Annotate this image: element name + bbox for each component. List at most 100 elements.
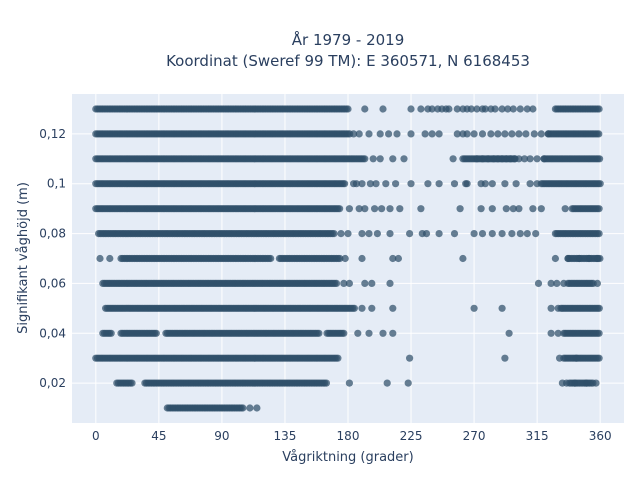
data-point (449, 155, 457, 163)
x-tick-label: 135 (274, 429, 297, 443)
data-point (595, 205, 603, 213)
data-point (394, 254, 402, 263)
x-tick-label: 315 (526, 429, 549, 443)
data-point (404, 379, 412, 387)
data-point (368, 304, 376, 312)
data-point (473, 105, 481, 113)
data-point (595, 130, 603, 138)
data-point (551, 254, 560, 263)
data-point (595, 304, 603, 312)
data-point (547, 279, 555, 287)
data-point (515, 205, 523, 213)
data-point (372, 180, 380, 188)
data-point (379, 105, 387, 113)
y-tick-label: 0,06 (39, 276, 66, 290)
chart-title-line-1: År 1979 - 2019 (292, 30, 405, 49)
data-point (422, 230, 431, 238)
data-point (396, 205, 404, 213)
data-point (488, 180, 496, 188)
y-tick-labels: 0,02 0,04 0,06 0,08 0,1 0,12 (39, 127, 66, 390)
data-point (386, 205, 394, 213)
data-point (400, 155, 408, 163)
data-point (488, 205, 496, 213)
data-point (488, 230, 496, 238)
data-point (596, 254, 604, 263)
data-point (417, 105, 425, 113)
data-point (501, 180, 509, 188)
data-point (516, 230, 524, 238)
data-point (450, 180, 459, 188)
data-point (246, 404, 254, 412)
data-point (393, 130, 401, 138)
x-tick-label: 225 (400, 429, 423, 443)
data-point (470, 230, 478, 238)
data-point (378, 205, 386, 213)
data-point (365, 329, 373, 337)
data-point (533, 155, 541, 163)
data-point (355, 205, 363, 213)
data-point (520, 155, 529, 163)
data-point (340, 279, 348, 287)
data-point (491, 105, 499, 113)
data-point (358, 254, 366, 263)
data-point (509, 205, 517, 213)
data-point (385, 130, 393, 138)
data-point (376, 155, 384, 163)
data-point (487, 130, 495, 138)
data-point (345, 279, 353, 287)
data-point (253, 404, 261, 412)
data-point (494, 130, 502, 138)
data-point (361, 105, 369, 113)
data-point (526, 180, 534, 188)
data-point (152, 329, 160, 337)
data-point (406, 230, 414, 238)
data-point (358, 180, 366, 188)
data-point (477, 205, 485, 213)
data-point (509, 105, 517, 113)
data-point (547, 329, 555, 337)
data-point (128, 379, 136, 387)
data-point (526, 155, 534, 163)
data-point (344, 230, 352, 238)
data-point (593, 279, 602, 287)
data-point (365, 230, 373, 238)
data-point (478, 230, 487, 238)
y-tick-label: 0,02 (39, 376, 66, 390)
x-tick-label: 270 (463, 429, 486, 443)
data-point (450, 230, 459, 238)
data-point (369, 155, 377, 163)
data-point (96, 254, 104, 263)
data-point (383, 379, 391, 387)
data-point (522, 130, 530, 138)
data-point (428, 130, 436, 138)
data-point (556, 354, 564, 362)
data-point (386, 230, 394, 238)
data-point (481, 105, 489, 113)
data-point (530, 130, 538, 138)
data-point (424, 180, 432, 188)
data-point (368, 279, 376, 287)
data-point (445, 105, 453, 113)
data-point (350, 130, 358, 138)
data-point (537, 130, 545, 138)
data-point (340, 329, 348, 337)
data-point (572, 354, 581, 362)
data-point (345, 205, 353, 213)
data-point (435, 130, 443, 138)
data-point (512, 180, 520, 188)
data-point (428, 105, 436, 113)
data-point (561, 205, 569, 213)
data-point (553, 279, 561, 287)
data-point (435, 230, 443, 238)
data-point (341, 180, 349, 188)
data-point (453, 105, 461, 113)
data-point (470, 304, 478, 312)
data-point (386, 279, 394, 287)
data-point (341, 254, 349, 263)
data-point (407, 180, 415, 188)
data-point (560, 279, 568, 287)
data-point (529, 105, 537, 113)
data-point (547, 304, 555, 312)
data-point (435, 180, 443, 188)
data-point (352, 180, 360, 188)
